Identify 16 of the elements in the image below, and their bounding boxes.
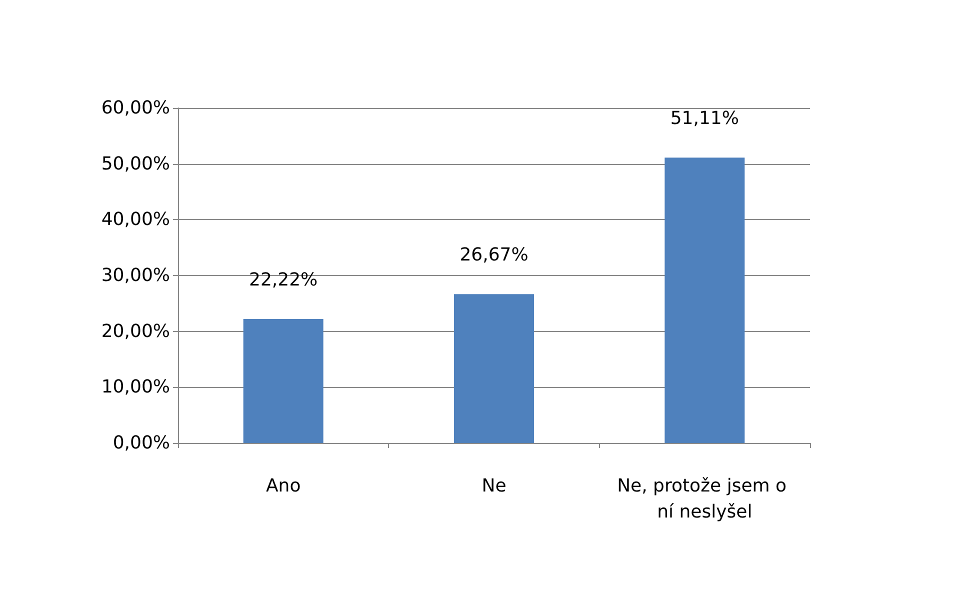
data-label: 26,67% [460,244,528,266]
x-tick-label: Ano [266,476,301,496]
y-tick-label: 20,00% [101,320,170,342]
bar [664,158,745,443]
y-tick-label: 10,00% [101,376,170,398]
y-tick-label: 40,00% [101,209,170,230]
y-tick-label: 0,00% [112,432,170,454]
y-tick-label: 60,00% [101,98,170,118]
x-tick-label: Ne, protože jsem o ní neslyšel [617,476,792,522]
bar [243,318,324,443]
y-tick-label: 50,00% [101,153,170,174]
bar [454,294,534,443]
x-tick-label: Ne [482,476,506,496]
y-tick-label: 30,00% [101,265,170,286]
data-label: 22,22% [249,269,318,290]
data-label: 51,11% [670,108,739,130]
